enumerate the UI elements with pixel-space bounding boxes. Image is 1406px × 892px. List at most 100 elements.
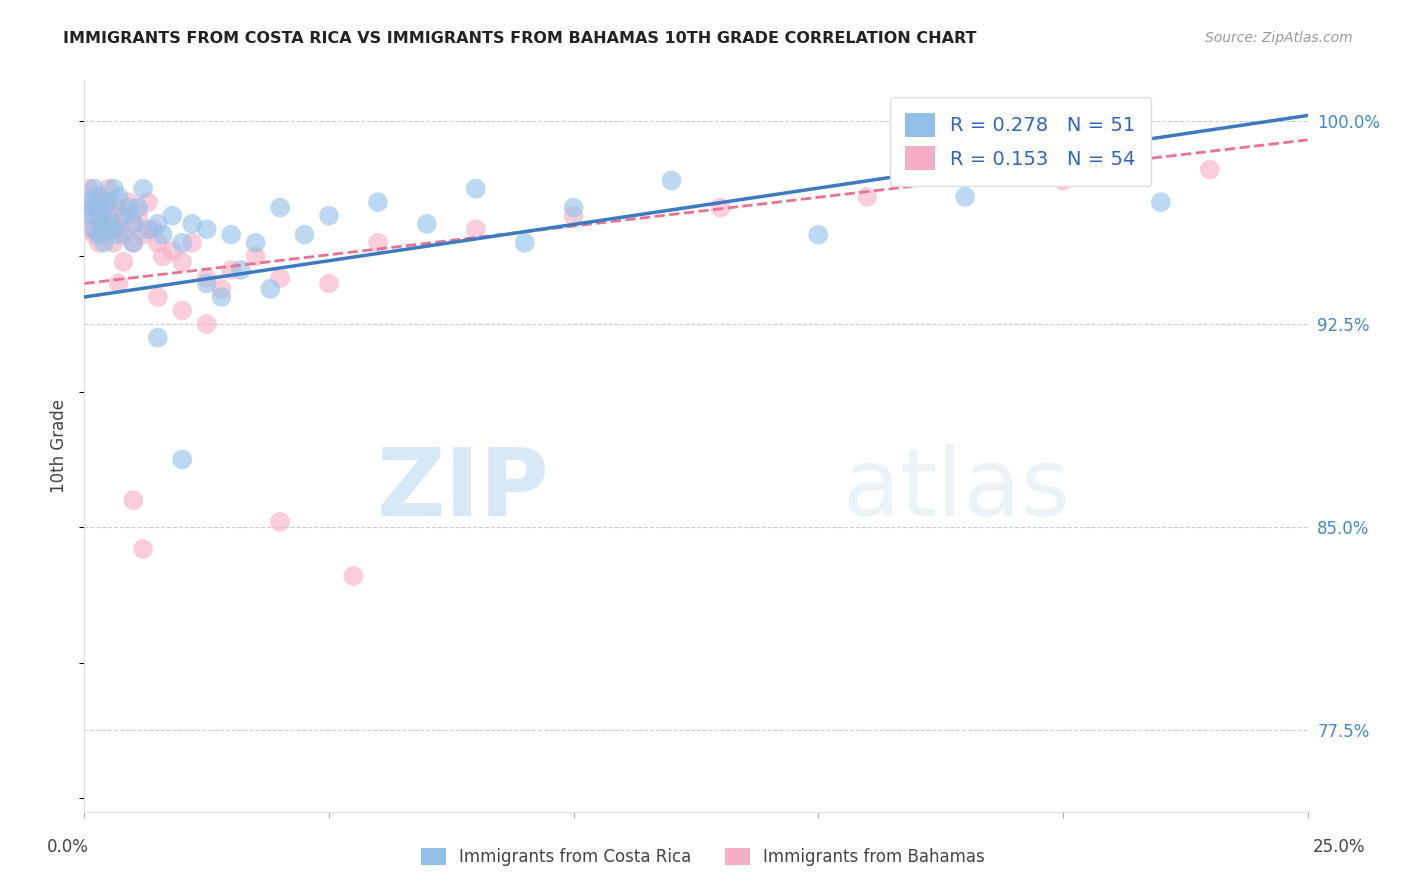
Point xyxy=(97,201,120,215)
Point xyxy=(87,201,110,215)
Point xyxy=(318,277,340,291)
Point xyxy=(172,303,194,318)
Point xyxy=(117,195,139,210)
Point xyxy=(367,195,389,210)
Legend: R = 0.278   N = 51, R = 0.153   N = 54: R = 0.278 N = 51, R = 0.153 N = 54 xyxy=(890,97,1152,186)
Point xyxy=(195,317,218,331)
Point xyxy=(136,222,159,236)
Text: IMMIGRANTS FROM COSTA RICA VS IMMIGRANTS FROM BAHAMAS 10TH GRADE CORRELATION CHA: IMMIGRANTS FROM COSTA RICA VS IMMIGRANTS… xyxy=(63,31,977,46)
Point xyxy=(112,254,135,268)
Point xyxy=(122,493,145,508)
Y-axis label: 10th Grade: 10th Grade xyxy=(51,399,69,493)
Point xyxy=(77,222,100,236)
Point xyxy=(112,209,135,223)
Point xyxy=(294,227,316,242)
Point xyxy=(103,217,125,231)
Point xyxy=(122,235,145,250)
Point xyxy=(77,201,100,215)
Text: 0.0%: 0.0% xyxy=(46,838,89,855)
Point xyxy=(103,181,125,195)
Point xyxy=(77,181,100,195)
Text: ZIP: ZIP xyxy=(377,444,550,536)
Point xyxy=(342,569,364,583)
Point xyxy=(87,227,110,242)
Point xyxy=(127,201,149,215)
Point xyxy=(122,217,145,231)
Point xyxy=(172,235,194,250)
Point xyxy=(83,227,105,242)
Point xyxy=(229,263,252,277)
Point xyxy=(122,217,145,231)
Point xyxy=(318,209,340,223)
Point xyxy=(146,217,169,231)
Point xyxy=(209,290,232,304)
Legend: Immigrants from Costa Rica, Immigrants from Bahamas: Immigrants from Costa Rica, Immigrants f… xyxy=(415,841,991,873)
Point xyxy=(219,263,242,277)
Point xyxy=(162,209,184,223)
Text: Source: ZipAtlas.com: Source: ZipAtlas.com xyxy=(1205,31,1353,45)
Point xyxy=(1150,195,1173,210)
Text: atlas: atlas xyxy=(842,444,1071,536)
Point xyxy=(87,235,110,250)
Text: 25.0%: 25.0% xyxy=(1312,838,1365,855)
Point xyxy=(97,222,120,236)
Point xyxy=(87,190,110,204)
Point xyxy=(856,190,879,204)
Point xyxy=(1052,173,1074,187)
Point xyxy=(162,244,184,258)
Point xyxy=(146,290,169,304)
Point xyxy=(122,235,145,250)
Point xyxy=(464,222,486,236)
Point xyxy=(107,190,129,204)
Point xyxy=(953,190,976,204)
Point xyxy=(87,209,110,223)
Point xyxy=(93,217,115,231)
Point xyxy=(1052,168,1074,182)
Point xyxy=(195,271,218,285)
Point xyxy=(195,222,218,236)
Point xyxy=(513,235,536,250)
Point xyxy=(142,222,165,236)
Point xyxy=(562,201,585,215)
Point xyxy=(107,222,129,236)
Point xyxy=(152,227,174,242)
Point xyxy=(172,452,194,467)
Point xyxy=(172,254,194,268)
Point xyxy=(107,201,129,215)
Point xyxy=(97,214,120,228)
Point xyxy=(93,201,115,215)
Point xyxy=(661,173,683,187)
Point xyxy=(464,181,486,195)
Point xyxy=(93,235,115,250)
Point xyxy=(97,195,120,210)
Point xyxy=(367,235,389,250)
Point xyxy=(112,227,135,242)
Point xyxy=(93,195,115,210)
Point xyxy=(195,277,218,291)
Point xyxy=(209,282,232,296)
Point xyxy=(132,181,155,195)
Point xyxy=(562,209,585,223)
Point xyxy=(269,201,291,215)
Point xyxy=(77,195,100,210)
Point xyxy=(97,181,120,195)
Point xyxy=(83,209,105,223)
Point xyxy=(245,249,267,263)
Point xyxy=(127,209,149,223)
Point xyxy=(83,201,105,215)
Point xyxy=(416,217,439,231)
Point xyxy=(132,541,155,556)
Point xyxy=(83,181,105,195)
Point xyxy=(136,195,159,210)
Point xyxy=(83,190,105,204)
Point xyxy=(181,217,204,231)
Point xyxy=(93,214,115,228)
Point xyxy=(269,515,291,529)
Point xyxy=(146,235,169,250)
Point xyxy=(132,227,155,242)
Point xyxy=(103,235,125,250)
Point xyxy=(709,201,731,215)
Point xyxy=(245,235,267,250)
Point xyxy=(259,282,281,296)
Point xyxy=(152,249,174,263)
